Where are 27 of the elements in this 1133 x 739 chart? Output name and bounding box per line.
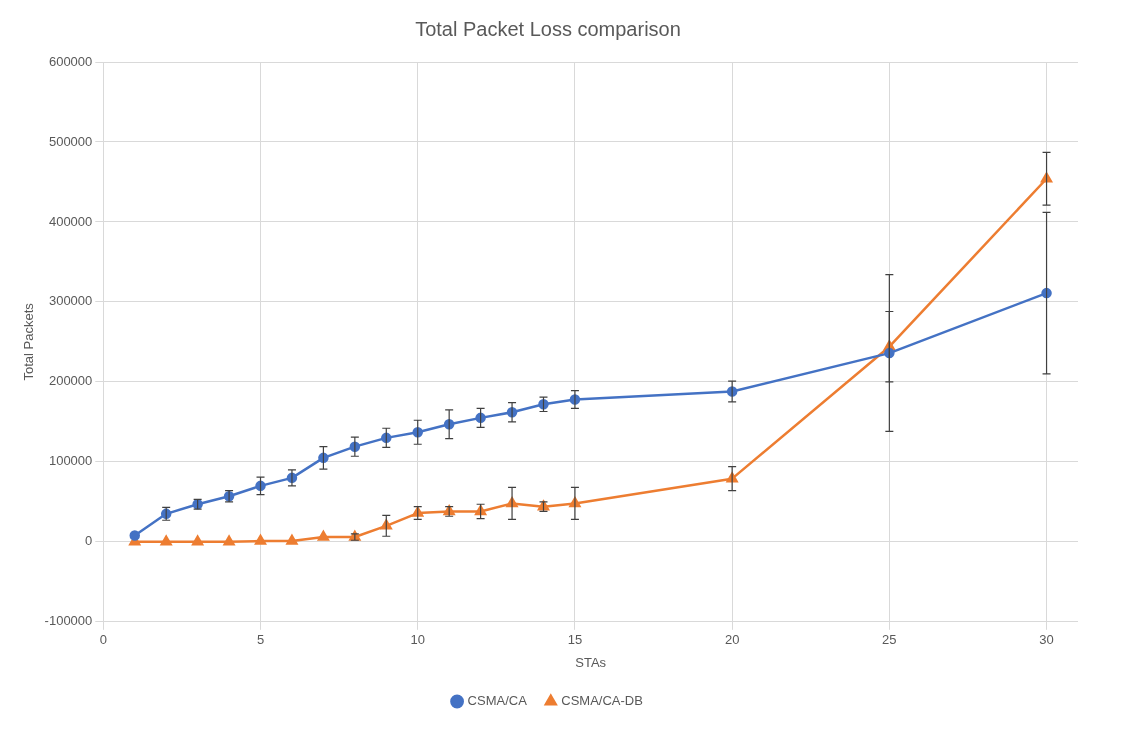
- chart-title: Total Packet Loss comparison: [415, 17, 681, 40]
- y-tick-label: 300000: [48, 293, 93, 309]
- y-tick-label: 600000: [48, 53, 93, 69]
- x-tick-label: 5: [256, 632, 265, 648]
- x-tick-label: 20: [724, 632, 740, 648]
- y-axis-title: Total Packets: [21, 302, 37, 381]
- point: [160, 535, 172, 546]
- y-tick-label: 400000: [48, 213, 93, 229]
- point: [317, 530, 329, 541]
- legend-label: CSMA/CA-DB: [561, 693, 643, 709]
- x-tick-label: 30: [1039, 632, 1054, 648]
- point: [286, 534, 298, 545]
- point: [254, 534, 267, 545]
- y-tick-label: -100000: [44, 613, 93, 629]
- point: [129, 530, 140, 541]
- y-tick-label: 500000: [48, 133, 93, 149]
- legend-label: CSMA/CA: [467, 693, 528, 709]
- y-tick-label: 100000: [48, 453, 93, 469]
- x-tick-label: 25: [882, 632, 897, 648]
- x-tick-label: 10: [410, 632, 425, 648]
- point: [192, 535, 204, 546]
- point: [223, 535, 235, 546]
- y-tick-label: 0: [85, 533, 93, 549]
- y-tick-label: 200000: [48, 373, 93, 389]
- x-tick-label: 0: [99, 632, 107, 648]
- x-axis-title: STAs: [575, 654, 607, 670]
- x-tick-label: 15: [567, 632, 583, 648]
